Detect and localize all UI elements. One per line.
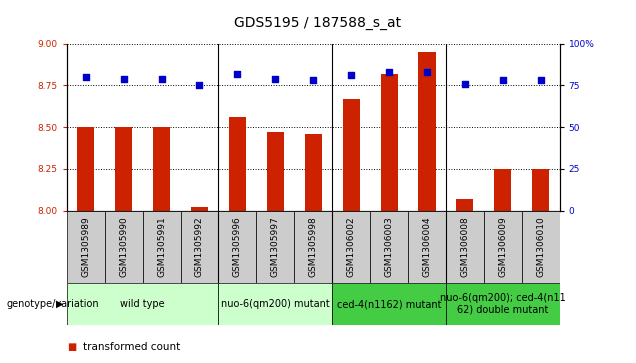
- Bar: [67, 283, 218, 325]
- Bar: [446, 211, 484, 283]
- Bar: [408, 211, 446, 283]
- Bar: [181, 211, 218, 283]
- Text: GSM1305996: GSM1305996: [233, 216, 242, 277]
- Bar: [494, 169, 511, 211]
- Bar: [305, 134, 322, 211]
- Text: nuo-6(qm200) mutant: nuo-6(qm200) mutant: [221, 299, 329, 309]
- Bar: [380, 74, 398, 211]
- Bar: [115, 127, 132, 211]
- Point: [195, 82, 205, 88]
- Bar: [67, 211, 105, 283]
- Point: [422, 69, 432, 75]
- Point: [232, 71, 242, 77]
- Bar: [294, 211, 332, 283]
- Bar: [332, 283, 446, 325]
- Bar: [532, 169, 550, 211]
- Text: wild type: wild type: [120, 299, 165, 309]
- Point: [536, 77, 546, 83]
- Point: [308, 77, 319, 83]
- Text: GSM1305997: GSM1305997: [271, 216, 280, 277]
- Bar: [105, 211, 142, 283]
- Bar: [418, 52, 436, 211]
- Text: GSM1306010: GSM1306010: [536, 216, 545, 277]
- Text: GSM1305991: GSM1305991: [157, 216, 166, 277]
- Point: [81, 74, 91, 80]
- Text: GSM1306004: GSM1306004: [422, 216, 431, 277]
- Bar: [446, 283, 560, 325]
- Bar: [142, 211, 181, 283]
- Bar: [77, 127, 94, 211]
- Bar: [256, 211, 294, 283]
- Bar: [484, 211, 522, 283]
- Bar: [229, 117, 246, 211]
- Bar: [218, 211, 256, 283]
- Text: nuo-6(qm200); ced-4(n11
62) double mutant: nuo-6(qm200); ced-4(n11 62) double mutan…: [440, 293, 565, 315]
- Bar: [332, 211, 370, 283]
- Bar: [218, 283, 332, 325]
- Text: GSM1306009: GSM1306009: [499, 216, 508, 277]
- Point: [156, 76, 167, 82]
- Point: [270, 76, 280, 82]
- Bar: [343, 99, 360, 211]
- Point: [346, 72, 356, 78]
- Bar: [370, 211, 408, 283]
- Bar: [457, 199, 473, 211]
- Text: transformed count: transformed count: [83, 342, 180, 352]
- Text: GSM1305998: GSM1305998: [308, 216, 318, 277]
- Text: GSM1306003: GSM1306003: [385, 216, 394, 277]
- Text: ▶: ▶: [56, 299, 64, 309]
- Bar: [153, 127, 170, 211]
- Point: [384, 69, 394, 75]
- Point: [498, 77, 508, 83]
- Text: GSM1306002: GSM1306002: [347, 216, 356, 277]
- Text: ■: ■: [67, 342, 76, 352]
- Text: ced-4(n1162) mutant: ced-4(n1162) mutant: [337, 299, 441, 309]
- Text: GSM1305990: GSM1305990: [119, 216, 128, 277]
- Bar: [191, 207, 208, 211]
- Text: GDS5195 / 187588_s_at: GDS5195 / 187588_s_at: [235, 16, 401, 30]
- Point: [460, 81, 470, 86]
- Point: [118, 76, 128, 82]
- Text: GSM1305992: GSM1305992: [195, 216, 204, 277]
- Bar: [266, 132, 284, 211]
- Text: GSM1305989: GSM1305989: [81, 216, 90, 277]
- Text: GSM1306008: GSM1306008: [460, 216, 469, 277]
- Bar: [522, 211, 560, 283]
- Text: genotype/variation: genotype/variation: [6, 299, 99, 309]
